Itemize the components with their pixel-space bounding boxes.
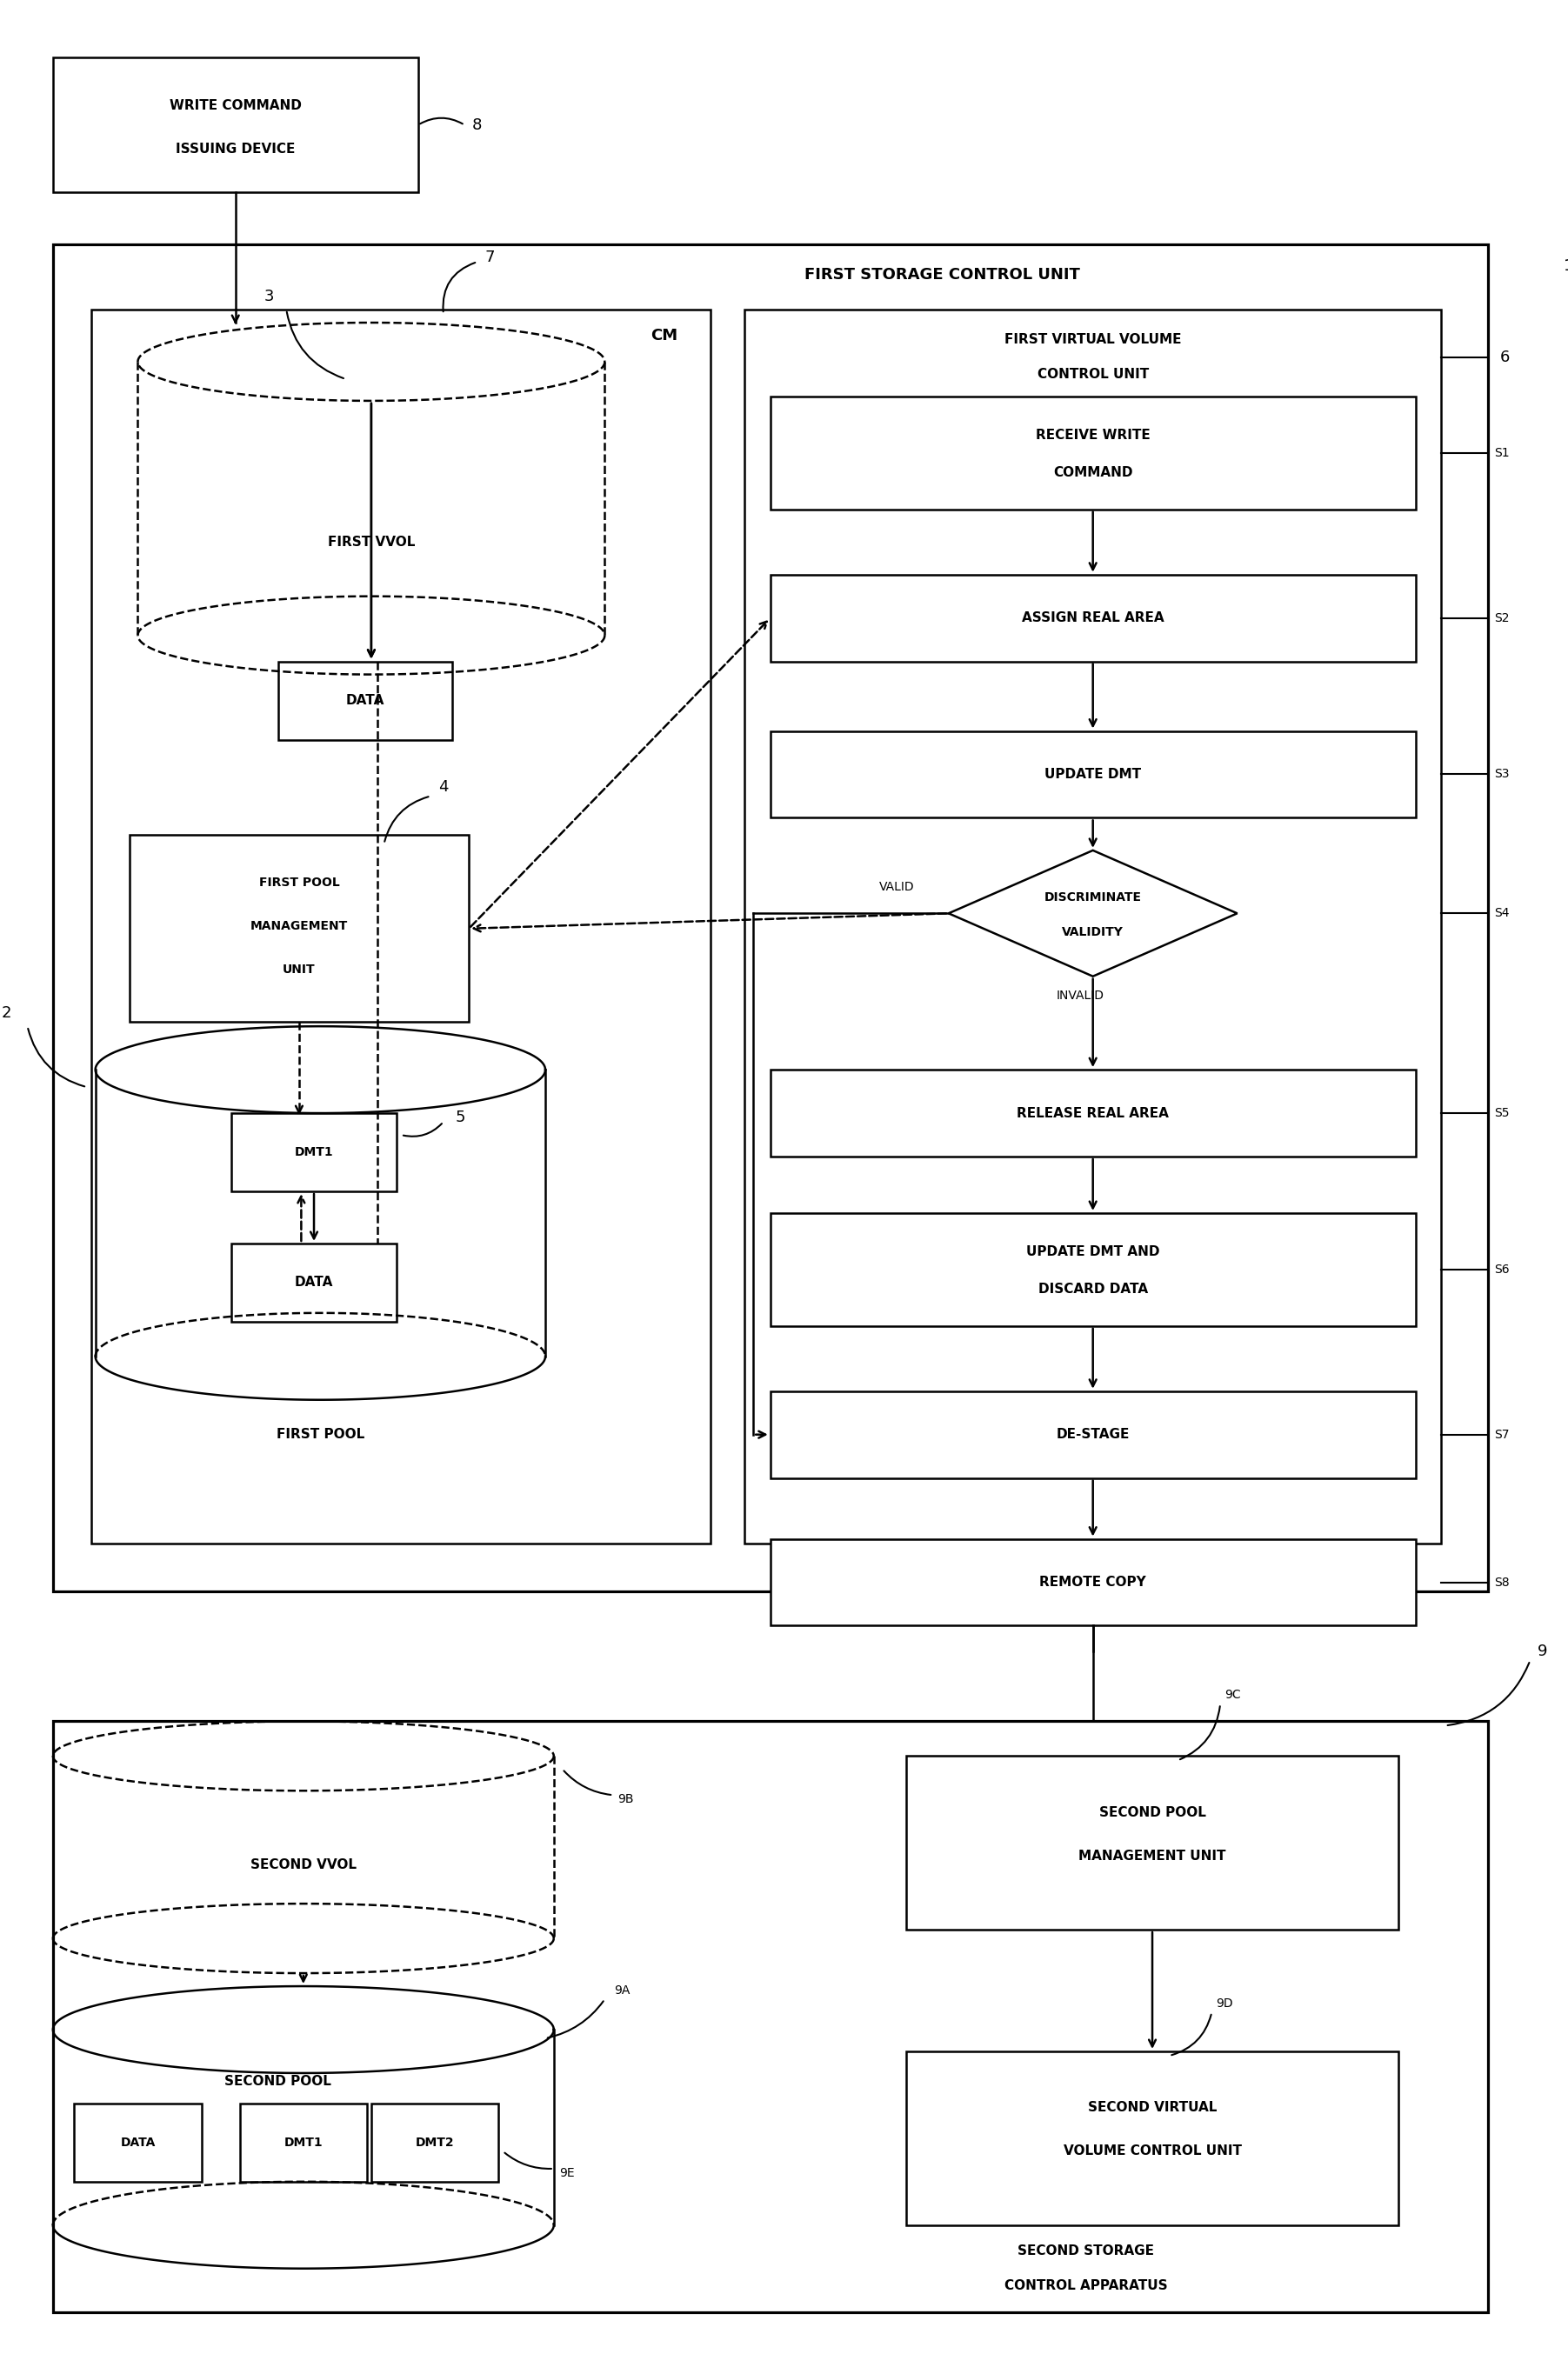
Text: DMT2: DMT2 xyxy=(416,2137,455,2149)
Text: SECOND VVOL: SECOND VVOL xyxy=(251,1857,356,1871)
Text: 1: 1 xyxy=(1563,259,1568,273)
Text: CONTROL APPARATUS: CONTROL APPARATUS xyxy=(1005,2279,1168,2293)
Text: S5: S5 xyxy=(1494,1106,1510,1118)
Bar xyxy=(906,2050,1399,2225)
Text: SECOND STORAGE: SECOND STORAGE xyxy=(1018,2246,1154,2257)
Text: DATA: DATA xyxy=(121,2137,155,2149)
Bar xyxy=(74,2104,201,2182)
Text: 9A: 9A xyxy=(613,1984,630,1996)
Bar xyxy=(745,311,1441,1544)
Text: 3: 3 xyxy=(265,290,274,304)
Text: 9B: 9B xyxy=(618,1794,633,1806)
Bar xyxy=(770,1540,1416,1627)
Text: 9: 9 xyxy=(1538,1643,1548,1660)
Text: ASSIGN REAL AREA: ASSIGN REAL AREA xyxy=(1022,612,1163,624)
Text: FIRST VVOL: FIRST VVOL xyxy=(328,534,416,548)
Bar xyxy=(91,311,710,1544)
Text: RECEIVE WRITE: RECEIVE WRITE xyxy=(1035,428,1151,443)
Text: 7: 7 xyxy=(485,250,495,266)
Text: CM: CM xyxy=(651,327,677,344)
Text: DE-STAGE: DE-STAGE xyxy=(1057,1429,1129,1441)
Text: 9C: 9C xyxy=(1225,1690,1242,1702)
Text: FIRST POOL: FIRST POOL xyxy=(259,876,339,890)
Bar xyxy=(372,2104,499,2182)
Text: DMT1: DMT1 xyxy=(295,1146,334,1158)
Bar xyxy=(770,1212,1416,1325)
Text: UPDATE DMT AND: UPDATE DMT AND xyxy=(1025,1245,1160,1259)
Text: FIRST VIRTUAL VOLUME: FIRST VIRTUAL VOLUME xyxy=(1005,334,1181,346)
Text: MANAGEMENT UNIT: MANAGEMENT UNIT xyxy=(1079,1850,1226,1862)
Text: 8: 8 xyxy=(472,118,483,132)
Text: FIRST STORAGE CONTROL UNIT: FIRST STORAGE CONTROL UNIT xyxy=(804,266,1080,282)
Text: UPDATE DMT: UPDATE DMT xyxy=(1044,767,1142,782)
Bar xyxy=(240,2104,367,2182)
Bar xyxy=(770,395,1416,508)
Bar xyxy=(53,245,1488,1591)
Bar xyxy=(770,574,1416,661)
Text: S1: S1 xyxy=(1494,447,1510,459)
Bar xyxy=(278,661,452,739)
Text: 2: 2 xyxy=(2,1005,11,1022)
Text: WRITE COMMAND: WRITE COMMAND xyxy=(169,99,301,113)
Text: DATA: DATA xyxy=(345,694,384,706)
Text: S4: S4 xyxy=(1494,906,1510,920)
Text: 6: 6 xyxy=(1499,348,1510,365)
Text: DMT1: DMT1 xyxy=(284,2137,323,2149)
Text: MANAGEMENT: MANAGEMENT xyxy=(251,920,348,932)
Text: SECOND VIRTUAL: SECOND VIRTUAL xyxy=(1088,2102,1217,2114)
Text: INVALID: INVALID xyxy=(1057,989,1104,1000)
Bar xyxy=(230,1243,397,1321)
Text: FIRST POOL: FIRST POOL xyxy=(276,1429,364,1441)
Text: SECOND POOL: SECOND POOL xyxy=(224,2076,331,2088)
Bar xyxy=(770,732,1416,817)
Bar xyxy=(230,1113,397,1191)
Text: 9D: 9D xyxy=(1215,1999,1232,2010)
Text: VALIDITY: VALIDITY xyxy=(1062,927,1124,939)
Text: ISSUING DEVICE: ISSUING DEVICE xyxy=(176,141,295,155)
Text: COMMAND: COMMAND xyxy=(1054,466,1132,480)
Text: RELEASE REAL AREA: RELEASE REAL AREA xyxy=(1018,1106,1168,1121)
Text: S3: S3 xyxy=(1494,767,1510,782)
Text: 5: 5 xyxy=(455,1109,466,1125)
Bar xyxy=(770,1069,1416,1156)
Text: VOLUME CONTROL UNIT: VOLUME CONTROL UNIT xyxy=(1063,2144,1242,2159)
Text: S6: S6 xyxy=(1494,1264,1510,1276)
Text: S7: S7 xyxy=(1494,1429,1510,1441)
Text: 9E: 9E xyxy=(558,2168,574,2180)
Bar xyxy=(53,59,419,193)
Text: UNIT: UNIT xyxy=(282,963,315,977)
Text: S8: S8 xyxy=(1494,1577,1510,1589)
Text: REMOTE COPY: REMOTE COPY xyxy=(1040,1575,1146,1589)
Bar xyxy=(770,1391,1416,1478)
Text: DISCARD DATA: DISCARD DATA xyxy=(1038,1283,1148,1297)
Bar xyxy=(906,1756,1399,1930)
Bar xyxy=(53,1721,1488,2312)
Text: CONTROL UNIT: CONTROL UNIT xyxy=(1036,367,1149,381)
Text: DISCRIMINATE: DISCRIMINATE xyxy=(1044,892,1142,904)
Text: S2: S2 xyxy=(1494,612,1510,624)
Bar xyxy=(129,836,469,1022)
Text: 4: 4 xyxy=(439,779,448,796)
Text: DATA: DATA xyxy=(295,1276,334,1290)
Text: SECOND POOL: SECOND POOL xyxy=(1099,1806,1206,1820)
Polygon shape xyxy=(949,850,1237,977)
Text: VALID: VALID xyxy=(880,880,914,895)
